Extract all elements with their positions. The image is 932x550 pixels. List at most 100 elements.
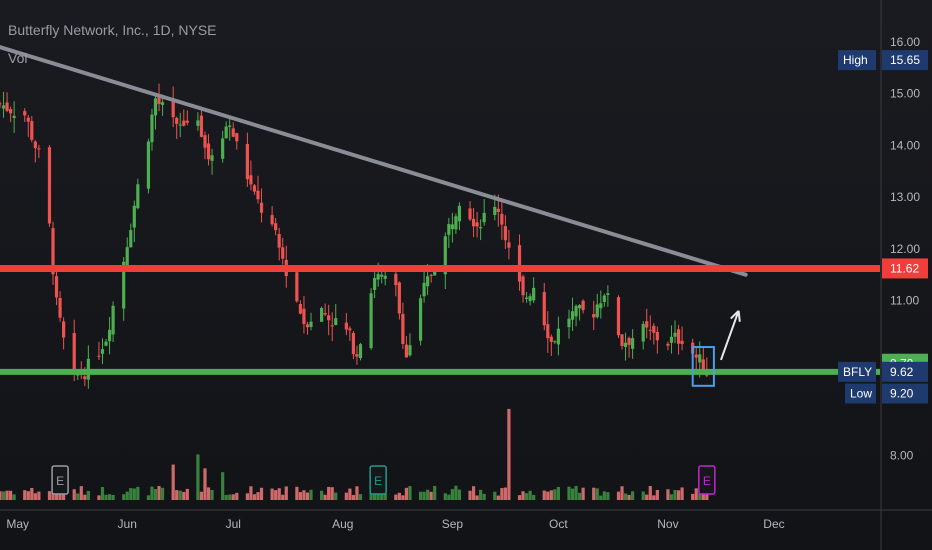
volume-bar (12, 494, 16, 500)
candle-body (51, 228, 55, 275)
candle-body (666, 343, 670, 346)
volume-bar (224, 495, 228, 500)
candle-body (330, 325, 334, 327)
volume-bar (648, 486, 652, 500)
candle-body (443, 236, 447, 275)
candle-body (500, 213, 504, 225)
volume-bar (302, 490, 306, 500)
candle-body (532, 287, 536, 301)
volume-bar (132, 488, 136, 500)
y-tick-label: 12.00 (890, 242, 920, 256)
volume-bar (206, 487, 211, 500)
volume-bar (369, 491, 373, 500)
volume-bar (433, 485, 437, 500)
candle-body (203, 135, 207, 148)
volume-bar (277, 488, 281, 500)
volume-legend[interactable]: Vol (8, 50, 28, 66)
volume-bar (454, 485, 458, 500)
volume-bar (556, 486, 560, 500)
earnings-marker (698, 465, 716, 495)
volume-bar (259, 487, 264, 500)
price-tag: 11.62 (882, 258, 928, 279)
earnings-label: E (56, 474, 64, 488)
candle-body (97, 355, 101, 357)
candle-body (298, 304, 303, 314)
candle-body (404, 344, 409, 358)
candle-body (210, 155, 214, 161)
volume-bar (125, 491, 129, 500)
candle-body (655, 331, 659, 341)
volume-bar (323, 494, 327, 500)
candle-body (623, 342, 628, 348)
volume-bar (157, 486, 161, 500)
candle-body (327, 315, 331, 321)
candle-body (433, 271, 437, 276)
candle-body (0, 103, 2, 105)
candle-body (150, 114, 154, 143)
volume-bar (228, 494, 232, 500)
candle-body (196, 120, 200, 126)
price-tag-label-bg (838, 50, 876, 71)
volume-bar (30, 487, 34, 500)
volume-bar (394, 494, 398, 500)
candle-body (627, 337, 631, 345)
volume-bar (327, 486, 331, 500)
candle-body (270, 215, 274, 225)
candle-body (136, 184, 140, 209)
candle-body (309, 321, 313, 327)
volume-bar (468, 490, 472, 500)
volume-bar (457, 489, 462, 500)
price-tag: BFLY 9.62 (838, 361, 928, 382)
volume-bar (691, 493, 695, 500)
candle-body (160, 102, 165, 105)
candle-body (669, 336, 674, 343)
volume-bar (422, 491, 426, 500)
volume-bar (507, 408, 511, 500)
volume-bar (210, 489, 214, 500)
candle-body (447, 224, 451, 235)
volume-bar (652, 495, 656, 500)
volume-bar (694, 488, 698, 500)
candle-body (528, 296, 532, 302)
y-tick-label: 11.00 (890, 294, 919, 308)
y-tick-label: 8.00 (890, 449, 914, 463)
volume-bar (160, 487, 165, 500)
volume-bar (122, 494, 126, 500)
candle-body (397, 282, 401, 314)
candle-body (471, 218, 476, 227)
price-tag-value-bg (882, 258, 928, 279)
candle-body (599, 303, 603, 309)
volume-bar (47, 491, 52, 500)
volume-bar (252, 494, 257, 500)
volume-bar (570, 488, 575, 500)
earnings-label: E (374, 474, 382, 488)
candle-body (5, 102, 9, 111)
volume-bar (383, 493, 387, 500)
volume-bar (175, 490, 179, 500)
volume-bar (256, 492, 260, 500)
candle-body (26, 117, 30, 122)
volume-bar (5, 490, 9, 500)
candle-body (701, 359, 705, 374)
candle-body (302, 308, 306, 324)
volume-bar (471, 486, 476, 500)
candle-body (457, 205, 462, 222)
candle-body (58, 297, 62, 318)
volume-bar (83, 494, 87, 500)
volume-bar (450, 489, 454, 500)
volume-bar (567, 486, 571, 500)
candle-body (698, 354, 702, 363)
volume-bar (305, 492, 310, 500)
candle-body (380, 274, 384, 277)
chart-legend-title[interactable]: Butterfly Network, Inc., 1D, NYSE (8, 22, 217, 38)
candle-body (549, 336, 553, 342)
earnings-marker (369, 465, 387, 495)
candle-body (574, 305, 578, 317)
candle-body (54, 276, 59, 298)
volume-bar (376, 493, 380, 500)
volume-bar (475, 495, 479, 500)
volume-bar (493, 491, 497, 500)
volume-bar (298, 492, 303, 500)
